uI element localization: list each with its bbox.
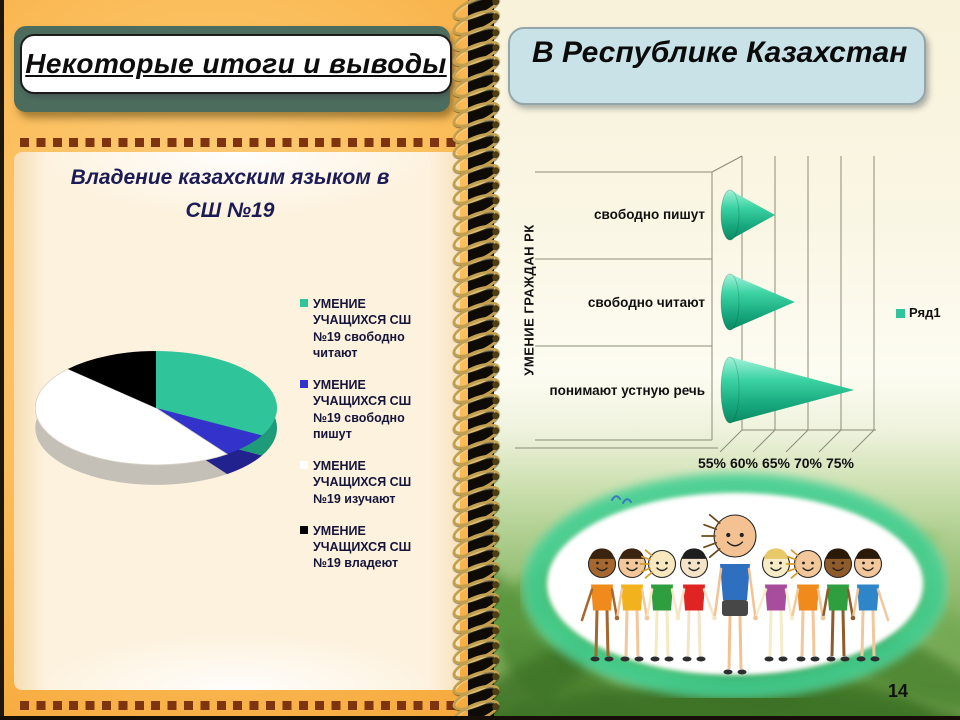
right-page: В Республике Казахстан УМЕНИЕ ГРАЖДАН РК…	[494, 0, 960, 720]
spiral-binding	[449, 0, 512, 720]
pie-legend: УМЕНИЕ УЧАЩИХСЯ СШ №19 свободно читают У…	[300, 296, 452, 572]
dashed-divider-bottom	[20, 701, 458, 710]
left-title-banner: Некоторые итоги и выводы	[20, 34, 452, 94]
child-shirt	[683, 584, 705, 611]
child-head	[647, 549, 677, 579]
child-shirt	[720, 564, 750, 600]
children-illustration	[522, 474, 948, 698]
child-shirt	[765, 584, 787, 611]
legend-label: УМЕНИЕ УЧАЩИХСЯ СШ №19 владеют	[313, 523, 412, 571]
child-shirt	[827, 584, 849, 611]
legend-item: УМЕНИЕ УЧАЩИХСЯ СШ №19 владеют	[300, 523, 452, 572]
page-number: 14	[887, 681, 908, 701]
x-tick-label: 65%	[761, 455, 791, 471]
cone-bar-2	[730, 357, 855, 423]
child-shirt	[797, 584, 819, 611]
left-page: Некоторые итоги и выводы Владение казахс…	[0, 0, 468, 720]
x-tick-label: 55%	[697, 455, 727, 471]
legend-marker-blue	[300, 380, 308, 388]
legend-item: УМЕНИЕ УЧАЩИХСЯ СШ №19 свободно пишут	[300, 377, 452, 442]
child-shirt	[591, 584, 613, 611]
legend-label: Ряд1	[909, 305, 941, 320]
legend-marker-teal	[896, 308, 905, 318]
legend-marker-teal	[300, 299, 308, 307]
dashed-divider-top	[20, 138, 458, 147]
pie-chart	[34, 351, 278, 485]
child-head	[793, 549, 823, 579]
x-tick-label: 70%	[793, 455, 823, 471]
slide-bottom-border	[0, 716, 960, 720]
legend-marker-black	[300, 525, 308, 534]
legend-label: УМЕНИЕ УЧАЩИХСЯ СШ №19 свободно читают	[313, 297, 412, 360]
legend-label: УМЕНИЕ УЧАЩИХСЯ СШ №19 свободно пишут	[313, 378, 412, 441]
category-label: свободно читают	[587, 295, 705, 310]
left-page-title: Некоторые итоги и выводы	[25, 48, 447, 79]
pie-slice-1	[156, 408, 262, 455]
right-title-box: В Республике Казахстан	[508, 27, 926, 105]
legend-item: УМЕНИЕ УЧАЩИХСЯ СШ №19 изучают	[300, 458, 452, 507]
cone-bar-1	[730, 274, 795, 330]
legend-item: УМЕНИЕ УЧАЩИХСЯ СШ №19 свободно читают	[300, 296, 452, 361]
x-tick-label: 60%	[729, 455, 759, 471]
category-label: свободно пишут	[594, 207, 705, 222]
x-tick-label: 75%	[825, 455, 855, 471]
pie-slice-2	[34, 368, 229, 466]
legend-marker-white	[300, 461, 308, 469]
pie-chart-title: Владение казахским языком в СШ №19	[70, 166, 390, 222]
child-shirt	[857, 584, 879, 611]
child-head	[713, 514, 757, 558]
cone-bar-0	[730, 190, 775, 240]
right-page-title: В Республике Казахстан	[532, 36, 908, 69]
legend-label: УМЕНИЕ УЧАЩИХСЯ СШ №19 изучают	[313, 459, 412, 506]
series-legend: Ряд1	[896, 305, 941, 322]
pie-slice-3	[67, 351, 156, 408]
child-shirt	[651, 584, 673, 611]
child-shirt	[621, 584, 643, 611]
slide-left-border	[0, 0, 4, 720]
pie-slice-0	[156, 351, 278, 436]
category-label: понимают устную речь	[549, 383, 705, 398]
cone-chart	[515, 155, 876, 453]
